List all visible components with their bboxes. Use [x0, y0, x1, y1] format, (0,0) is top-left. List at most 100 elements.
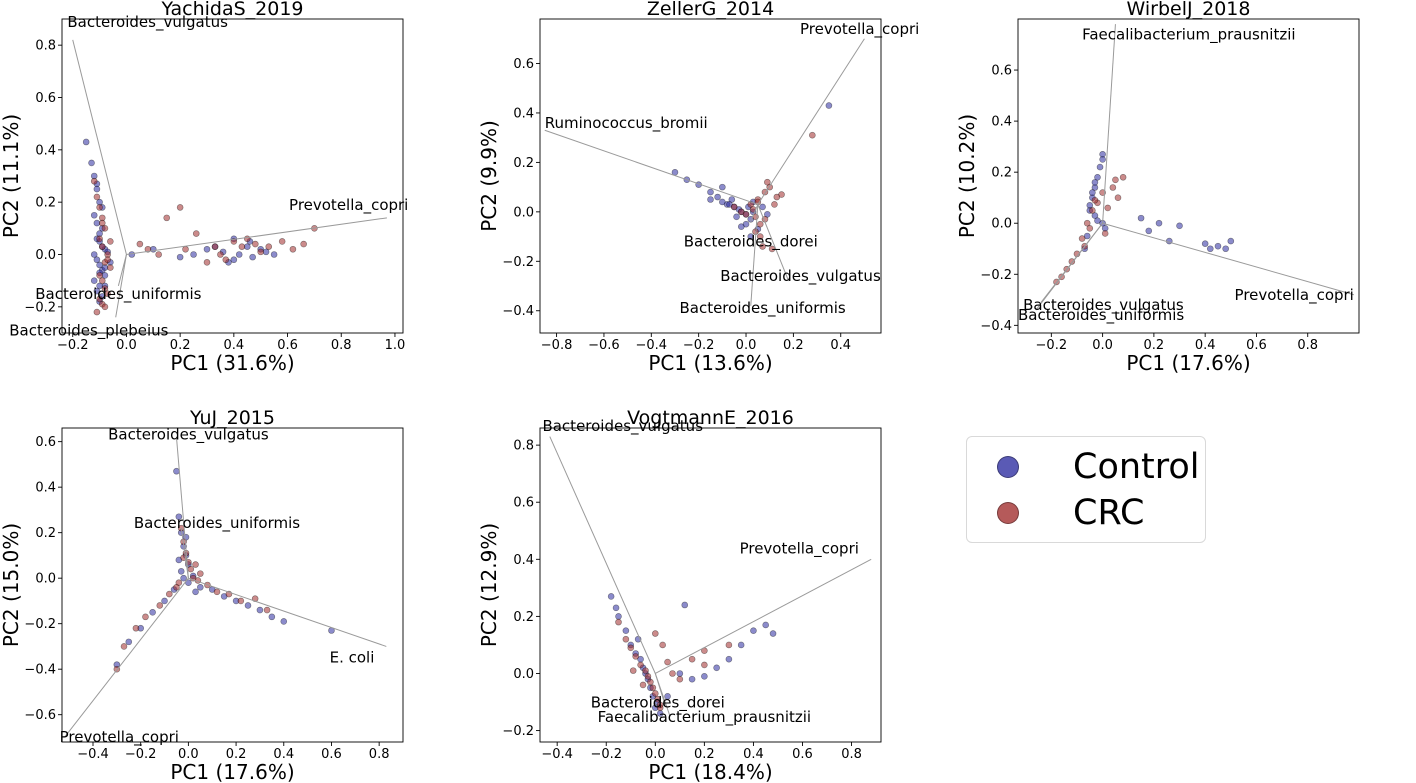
control-point	[88, 159, 95, 167]
y-tick-label: 0.4	[513, 553, 534, 568]
control-point	[90, 251, 98, 258]
crc-point	[300, 240, 307, 248]
crc-point	[637, 661, 644, 669]
loading-vector	[1102, 222, 1355, 296]
crc-point	[656, 704, 664, 712]
loading-vector	[180, 528, 189, 579]
chart-panel-3: −0.2 0.0 0.2 0.4 0.6 0.8 −0.4 −0.2 0.0 0.2 0.4 0.6 W…	[955, 0, 1360, 375]
control-point	[737, 641, 745, 649]
x-tick-label: 0.8	[841, 747, 862, 762]
crc-point	[278, 238, 286, 245]
loading-label: Bacteroides_vulgatus	[720, 267, 881, 286]
y-tick-label: 0.0	[991, 217, 1012, 232]
y-tick-label: 0.0	[513, 667, 534, 682]
y-tick-label: −0.2	[24, 300, 56, 315]
y-tick-label: −0.2	[502, 255, 534, 270]
crc-point	[96, 272, 103, 279]
crc-point	[156, 602, 164, 609]
crc-point	[155, 251, 162, 258]
crc-point	[773, 193, 781, 201]
crc-point	[756, 233, 764, 240]
control-point	[769, 630, 777, 637]
control-point	[1201, 240, 1209, 247]
crc-point	[759, 243, 766, 250]
chart-panel-1: −0.2 0.0 0.2 0.4 0.6 0.8 1.0 −0.2 0.0 0.2 0.4 0.6 0.…	[0, 0, 408, 375]
crc-point	[120, 643, 128, 650]
x-tick-label: 0.8	[369, 747, 390, 762]
y-axis-label: PC2 (10.2%)	[955, 114, 979, 238]
crc-point	[1109, 184, 1117, 191]
control-point	[750, 627, 757, 634]
control-point	[173, 467, 180, 475]
y-tick-label: 0.4	[35, 481, 56, 496]
crc-point	[639, 681, 647, 689]
x-tick-label: 1.0	[385, 338, 406, 353]
loading-vector	[1102, 24, 1116, 224]
y-axis-label: PC2 (9.9%)	[477, 120, 501, 232]
y-tick-label: 0.8	[35, 39, 56, 54]
loading-label: Prevotella_copri	[740, 540, 859, 559]
control-point	[1091, 179, 1099, 186]
control-point	[1155, 219, 1163, 227]
chart-panel-5: −0.4 −0.2 0.0 0.2 0.4 0.6 0.8 −0.2 0.0 0.2 0.4 0.6 0…	[477, 407, 882, 783]
crc-point	[192, 561, 199, 568]
y-axis-label: PC2 (12.9%)	[477, 523, 501, 647]
crc-point	[211, 243, 219, 250]
crc-point	[182, 245, 189, 253]
y-axis-label: PC2 (15.0%)	[0, 523, 23, 647]
plot-area	[544, 38, 865, 306]
crc-point	[98, 243, 106, 250]
control-point	[1099, 156, 1106, 163]
control-point	[707, 196, 714, 203]
y-tick-label: 0.6	[513, 496, 534, 511]
control-point	[1094, 173, 1101, 181]
loading-label: Bacteroides_dorei	[591, 694, 725, 713]
control-point	[1137, 214, 1145, 222]
crc-point	[771, 201, 778, 208]
crc-point	[101, 225, 109, 232]
crc-point	[136, 240, 144, 248]
x-tick-label: −0.4	[636, 338, 668, 353]
loading-label: Ruminococcus_bromii	[545, 114, 708, 133]
y-tick-label: 0.0	[35, 248, 56, 263]
x-axis-label: PC1 (18.4%)	[648, 760, 772, 783]
crc-point	[1104, 204, 1112, 212]
control-point	[1222, 245, 1229, 253]
y-tick-label: −0.2	[980, 268, 1012, 283]
control-point	[1176, 222, 1183, 230]
crc-point	[96, 235, 103, 243]
crc-point	[289, 245, 297, 253]
chart-title: WirbelJ_2018	[1127, 0, 1251, 20]
crc-point	[238, 243, 246, 250]
control-point	[664, 693, 671, 700]
loading-label: Prevotella_copri	[60, 728, 179, 747]
control-point	[622, 627, 630, 634]
control-point	[737, 223, 745, 230]
crc-point	[1101, 230, 1109, 237]
crc-point	[632, 653, 639, 660]
crc-point	[701, 661, 708, 669]
x-tick-label: −0.2	[683, 338, 715, 353]
loading-vector	[63, 577, 189, 738]
control-point	[149, 609, 156, 616]
crc-point	[173, 583, 180, 591]
loading-label: Bacteroides_vulgatus	[542, 417, 703, 436]
x-tick-label: 0.0	[645, 747, 666, 762]
control-point	[825, 102, 833, 109]
y-tick-label: −0.4	[24, 663, 56, 678]
chart-title: YuJ_2015	[189, 407, 275, 429]
legend-item-crc: CRC	[997, 491, 1144, 535]
loading-label: Bacteroides_dorei	[684, 232, 818, 251]
crc-point	[644, 673, 652, 680]
x-tick-label: 0.4	[273, 747, 294, 762]
crc-point	[1089, 207, 1096, 214]
control-point	[161, 597, 168, 605]
control-point	[1096, 163, 1104, 171]
legend-item-control: Control	[997, 445, 1200, 489]
loading-label: Bacteroides_uniformis	[35, 285, 201, 304]
crc-point	[101, 303, 109, 311]
crc-point	[659, 641, 666, 649]
control-point	[759, 203, 766, 211]
y-tick-label: 0.0	[35, 572, 56, 587]
control-point	[681, 601, 689, 609]
